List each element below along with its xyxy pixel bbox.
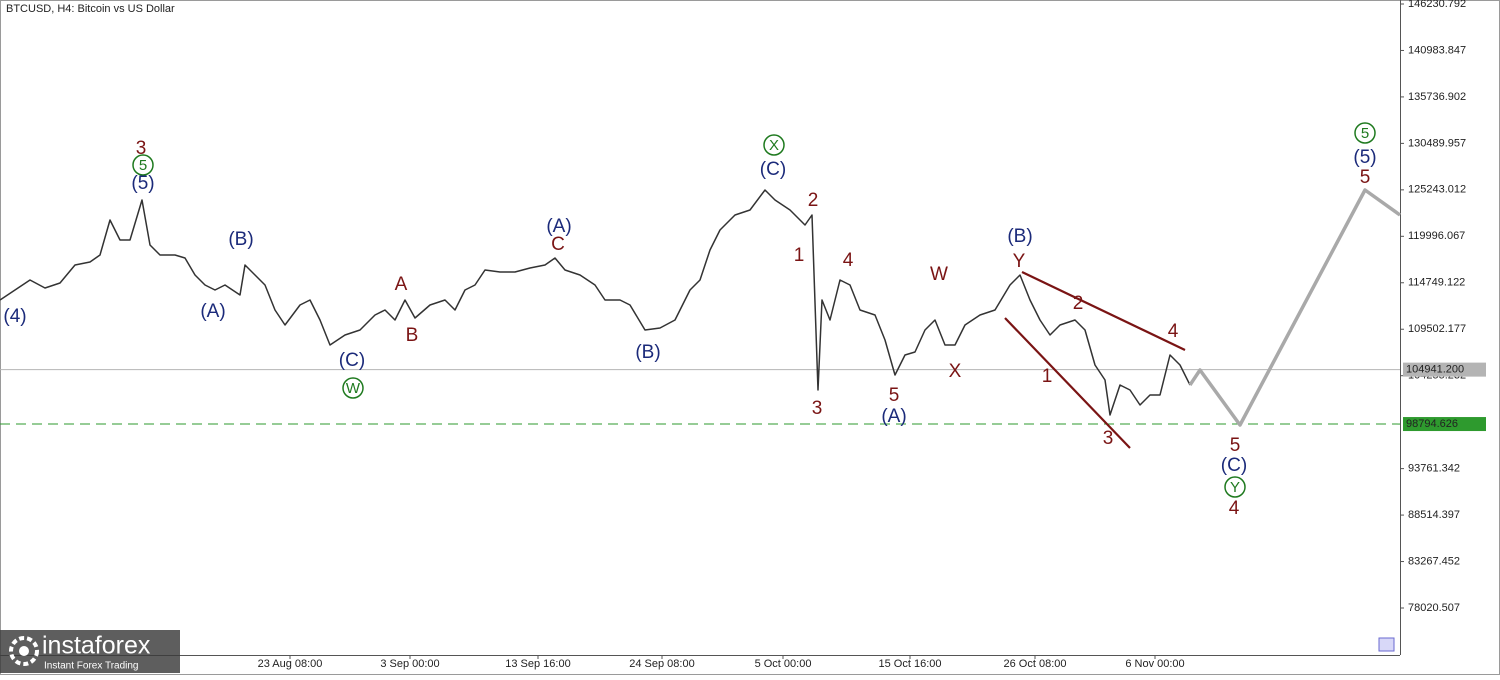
wave-label: A <box>395 274 408 295</box>
wave-label: (A) <box>881 406 906 427</box>
plot: 146230.792 140983.847 135736.902 130489.957… <box>0 0 1486 670</box>
wave-label: 2 <box>808 190 819 211</box>
wave-label: 2 <box>1073 293 1084 314</box>
wave-label: X <box>769 137 779 154</box>
wave-label: 5 <box>1361 125 1369 142</box>
wave-label: Y <box>1013 251 1026 272</box>
wave-label: W <box>930 264 948 285</box>
brand: instaforex <box>42 632 151 660</box>
wave-label: 3 <box>1103 428 1114 449</box>
chart-title: BTCUSD, H4: Bitcoin vs US Dollar <box>6 3 175 15</box>
wave-circle <box>763 134 785 156</box>
wave-label: (C) <box>760 159 786 180</box>
scroll-button[interactable] <box>1378 637 1395 652</box>
wave-circle <box>1354 122 1376 144</box>
price-label: 98794.626 <box>1406 418 1458 430</box>
wave-label: W <box>346 380 361 397</box>
wave-label: 5 <box>139 157 147 174</box>
x-tick-label: 15 Oct 16:00 <box>879 658 942 670</box>
wave-label: 5 <box>1230 435 1241 456</box>
wave-label: 4 <box>1229 498 1240 519</box>
wave-label: 5 <box>1360 167 1371 188</box>
watermark-box <box>0 630 180 673</box>
wave-label: (4) <box>3 306 26 327</box>
y-tick-label: 140983.847 <box>1408 44 1466 56</box>
wave-label: (C) <box>339 350 365 371</box>
wave-label: (B) <box>635 342 660 363</box>
wave-label: (C) <box>1221 455 1247 476</box>
wave-label: (5) <box>131 173 154 194</box>
trend-line <box>1004 317 1131 449</box>
trend-line <box>1021 271 1186 351</box>
wave-label: (A) <box>200 301 225 322</box>
wave-label: Y <box>1230 479 1240 496</box>
y-tick-label: 78020.507 <box>1408 602 1460 614</box>
x-tick-label: 24 Sep 08:00 <box>629 658 694 670</box>
wave-label: 4 <box>843 250 854 271</box>
wave-circle <box>1224 476 1246 498</box>
wave-circle <box>132 154 154 176</box>
logo-gear <box>9 636 39 666</box>
price-line-series <box>0 189 1191 416</box>
x-tick-label: 3 Sep 00:00 <box>380 658 439 670</box>
wave-label: 3 <box>136 138 147 159</box>
wave-label: (B) <box>228 229 253 250</box>
wave-label: (A) <box>546 216 571 237</box>
y-tick-label: 125243.012 <box>1408 184 1466 196</box>
y-tick-label: 119996.067 <box>1408 230 1465 242</box>
y-tick-label: 146230.792 <box>1408 0 1466 10</box>
wave-label: 4 <box>1168 321 1179 342</box>
x-tick-label: 6 Nov 00:00 <box>1125 658 1184 670</box>
wave-label: B <box>406 325 419 346</box>
price-label: 104941.200 <box>1406 364 1464 376</box>
y-tick-label: 88514.397 <box>1408 509 1460 521</box>
y-tick-label: 135736.902 <box>1408 91 1466 103</box>
x-tick-label: 23 Aug 08:00 <box>258 658 323 670</box>
logo-hub <box>19 646 29 656</box>
price-line-series <box>1188 188 1402 427</box>
y-tick-label: 109502.177 <box>1408 323 1466 335</box>
y-tick-label: 93761.342 <box>1408 463 1460 475</box>
wave-label: 1 <box>1042 366 1053 387</box>
y-tick-label: 83267.452 <box>1408 555 1460 567</box>
watermark: instaforex Instant Forex Trading <box>0 630 180 673</box>
tagline: Instant Forex Trading <box>44 661 139 672</box>
x-tick-label: 5 Oct 00:00 <box>755 658 812 670</box>
wave-label: 5 <box>889 385 900 406</box>
wave-label: (B) <box>1007 226 1032 247</box>
price-label-box <box>1403 362 1486 377</box>
wave-label: 1 <box>794 245 805 266</box>
y-tick-label: 130489.957 <box>1408 137 1466 149</box>
wave-label: X <box>949 361 962 382</box>
wave-label: 3 <box>812 398 823 419</box>
x-tick-label: 13 Sep 16:00 <box>505 658 570 670</box>
wave-label: (5) <box>1353 147 1376 168</box>
wave-label: C <box>551 234 565 255</box>
price-label-box <box>1403 417 1486 432</box>
y-tick-label: 114749.122 <box>1408 277 1465 289</box>
wave-circle <box>342 377 364 399</box>
x-tick-label: 26 Oct 08:00 <box>1004 658 1067 670</box>
